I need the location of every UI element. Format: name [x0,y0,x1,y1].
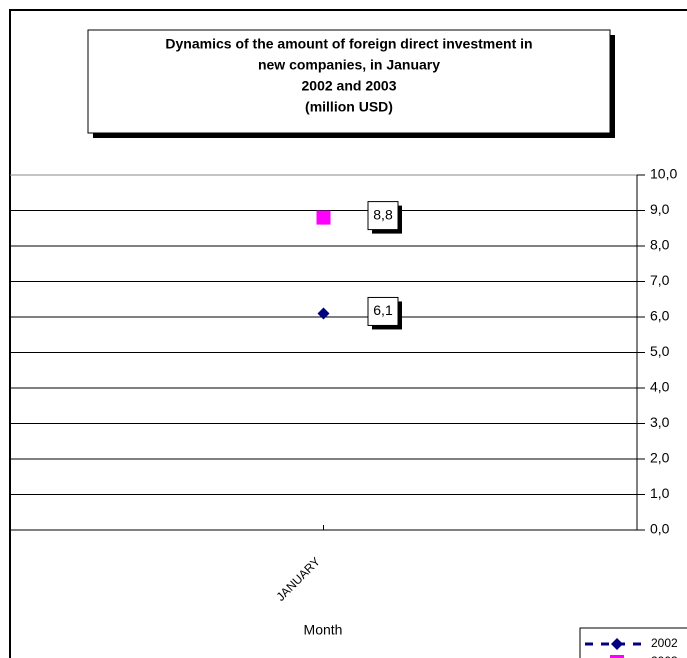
chart-frame [9,9,687,658]
marker [317,307,330,320]
y-tick-label: 0,0 [650,521,670,537]
legend-label: 2002 [651,636,678,650]
data-label: 6,1 [373,302,393,318]
title-box [87,29,611,134]
legend: 2002 2003 [579,627,687,658]
y-tick-label: 1,0 [650,485,670,501]
title-line: Dynamics of the amount of foreign direct… [165,36,532,52]
marker [610,655,624,658]
y-tick-label: 10,0 [650,166,677,182]
y-tick-label: 7,0 [650,272,670,288]
x-axis-label: Month [304,622,343,638]
marker [316,210,331,225]
chart-title: Dynamics of the amount of foreign direct… [165,36,532,115]
y-tick-label: 9,0 [650,201,670,217]
data-label-box [367,201,399,231]
title-line: new companies, in January [258,57,440,73]
marker [611,638,623,650]
legend-label: 2003 [651,654,678,658]
y-tick-label: 3,0 [650,414,670,430]
y-tick-label: 5,0 [650,343,670,359]
title-line: 2002 and 2003 [302,78,397,94]
y-tick-label: 4,0 [650,379,670,395]
data-label-box [367,296,399,326]
data-label: 8,8 [373,206,393,222]
title-line: (million USD) [305,99,393,115]
y-tick-label: 2,0 [650,450,670,466]
y-tick-label: 8,0 [650,237,670,253]
y-tick-label: 6,0 [650,308,670,324]
